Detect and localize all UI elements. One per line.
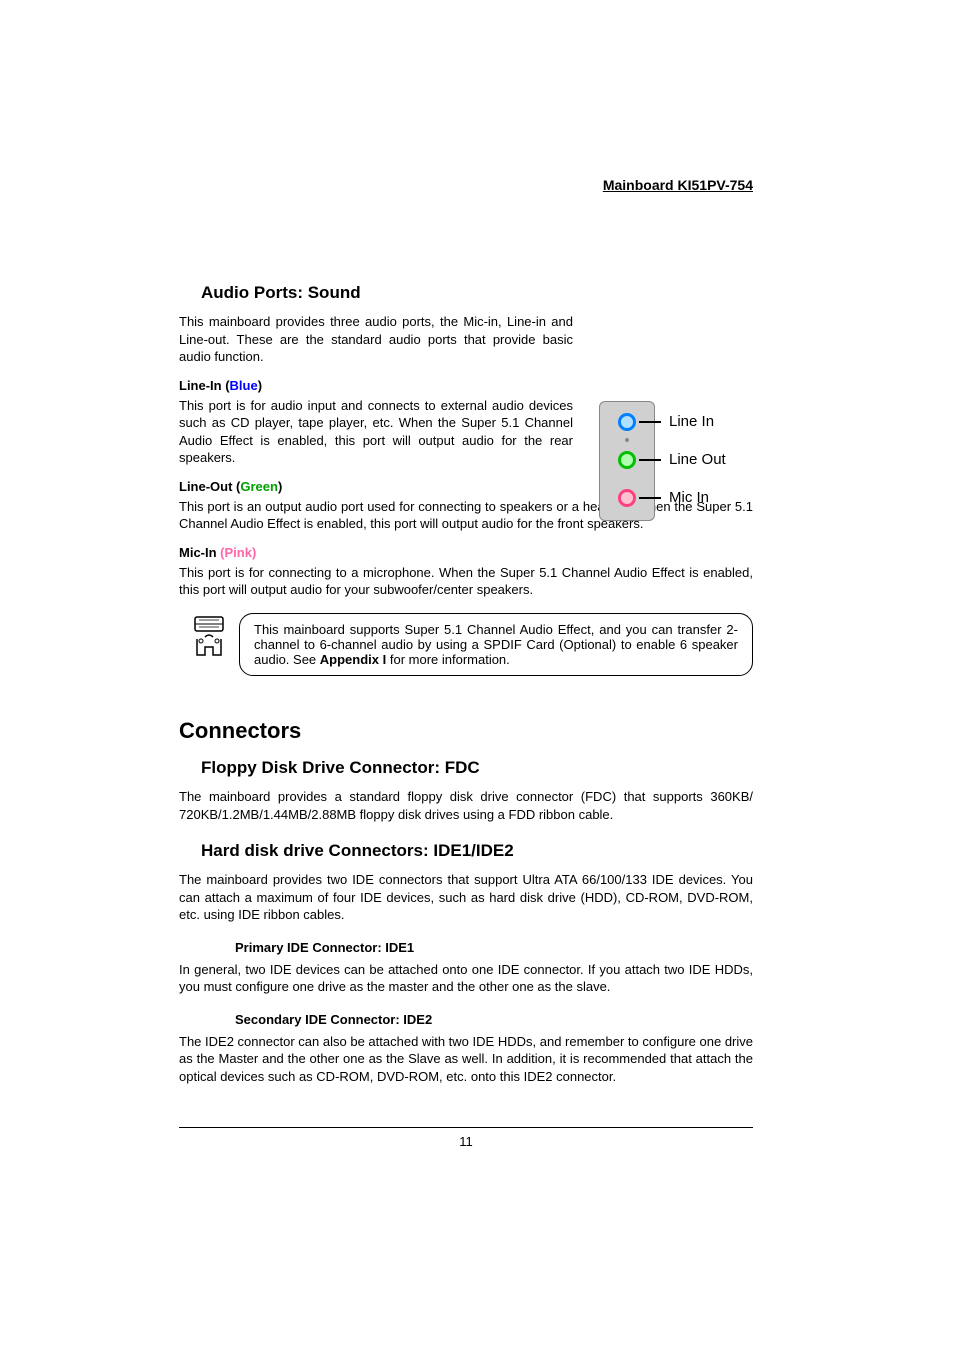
- ide1-label: Primary IDE Connector: IDE1: [235, 940, 753, 955]
- line-in-text: This port is for audio input and connect…: [179, 397, 573, 467]
- page-number: 11: [179, 1134, 753, 1149]
- line-out-color: Green: [240, 479, 278, 494]
- line-out-connector-line: [639, 459, 661, 461]
- audio-heading: Audio Ports: Sound: [201, 283, 753, 303]
- footer-rule: [179, 1127, 753, 1128]
- line-in-label: Line-In (Blue): [179, 378, 753, 393]
- line-in-label-pre: Line-In (: [179, 378, 230, 393]
- line-in-connector-line: [639, 421, 661, 423]
- note-row: This mainboard supports Super 5.1 Channe…: [179, 613, 753, 676]
- diagram-line-out-label: Line Out: [669, 451, 726, 468]
- line-in-color: Blue: [230, 378, 258, 393]
- panel-dot-icon: [625, 438, 629, 442]
- fdc-heading: Floppy Disk Drive Connector: FDC: [201, 758, 753, 778]
- diagram-mic-in-label: Mic In: [669, 489, 709, 506]
- ide-text: The mainboard provides two IDE connector…: [179, 871, 753, 924]
- connectors-heading: Connectors: [179, 718, 753, 744]
- page-header: Mainboard KI51PV-754: [179, 177, 753, 193]
- diagram-line-in-label: Line In: [669, 413, 714, 430]
- mic-in-connector-line: [639, 497, 661, 499]
- fdc-text: The mainboard provides a standard floppy…: [179, 788, 753, 823]
- note-icon: [179, 613, 239, 664]
- line-out-label-close: ): [278, 479, 282, 494]
- note-text-bold: Appendix I: [320, 652, 386, 667]
- mic-in-label: Mic-In (Pink): [179, 545, 753, 560]
- ide-heading: Hard disk drive Connectors: IDE1/IDE2: [201, 841, 753, 861]
- mic-in-text: This port is for connecting to a microph…: [179, 564, 753, 599]
- ide2-text: The IDE2 connector can also be attached …: [179, 1033, 753, 1086]
- audio-diagram: Line In Line Out Mic In: [599, 401, 754, 521]
- line-out-label-pre: Line-Out (: [179, 479, 240, 494]
- mic-in-jack-icon: [618, 489, 636, 507]
- audio-intro: This mainboard provides three audio port…: [179, 313, 573, 366]
- note-box: This mainboard supports Super 5.1 Channe…: [239, 613, 753, 676]
- ide1-text: In general, two IDE devices can be attac…: [179, 961, 753, 996]
- note-text-post: for more information.: [386, 652, 510, 667]
- line-in-label-close: ): [258, 378, 262, 393]
- mic-in-label-pre: Mic-In: [179, 545, 220, 560]
- ide2-label: Secondary IDE Connector: IDE2: [235, 1012, 753, 1027]
- line-out-jack-icon: [618, 451, 636, 469]
- mic-in-color: (Pink): [220, 545, 256, 560]
- line-in-jack-icon: [618, 413, 636, 431]
